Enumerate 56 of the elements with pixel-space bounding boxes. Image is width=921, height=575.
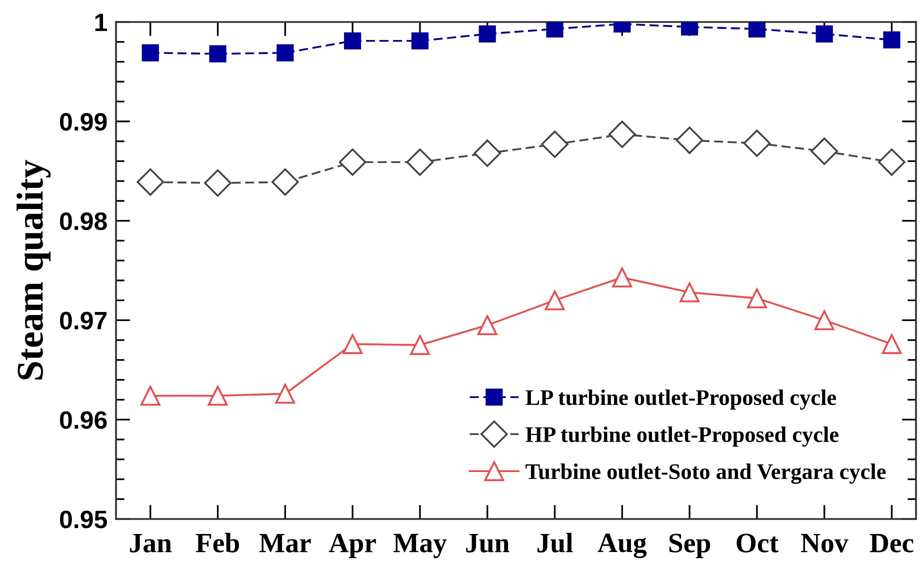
point [276, 44, 294, 62]
point [204, 169, 232, 197]
point [810, 138, 838, 165]
x-tick-label: Jul [537, 532, 573, 553]
point [676, 126, 704, 154]
x-tick-label: Sep [669, 534, 710, 558]
y-tick-label: 1 [95, 14, 107, 32]
point [411, 32, 429, 50]
x-tick-label: Nov [800, 534, 848, 552]
legend-label: Turbine outlet-Soto and Vergara cycle [526, 464, 886, 484]
legend-label: LP turbine outlet-Proposed cycle [526, 389, 836, 410]
point [478, 25, 496, 42]
point [140, 386, 160, 406]
point [546, 22, 564, 38]
point [275, 384, 296, 404]
y-axis-title: Steam quality [16, 160, 51, 380]
point [406, 148, 434, 176]
x-tick-label: Dec [870, 534, 914, 552]
x-tick-label: Jan [130, 534, 172, 552]
point [816, 25, 833, 42]
point [544, 290, 565, 310]
point [608, 120, 636, 148]
point [612, 268, 632, 288]
y-tick-label: 0.97 [60, 312, 107, 330]
x-tick-label: Feb [196, 532, 240, 552]
x-tick-label: Mar [259, 534, 311, 552]
y-tick-label: 0.99 [60, 113, 107, 131]
point [344, 32, 362, 50]
point [474, 140, 502, 167]
point [878, 148, 906, 176]
point [680, 282, 700, 302]
point [208, 386, 228, 406]
point [477, 315, 498, 336]
point [342, 334, 362, 354]
point [271, 168, 299, 196]
point [142, 44, 159, 62]
point [136, 168, 164, 196]
x-tick-label: May [393, 534, 447, 558]
x-tick-label: Apr [328, 534, 376, 558]
point [882, 334, 902, 354]
point [814, 310, 834, 330]
legend-label: HP turbine outlet-Proposed cycle [526, 426, 838, 447]
x-tick-label: Jun [466, 534, 510, 553]
point [338, 148, 366, 176]
point [410, 335, 430, 355]
y-tick-label: 0.95 [60, 510, 107, 528]
x-tick-label: Aug [598, 534, 647, 558]
point [747, 288, 767, 308]
x-tick-label: Oct [736, 534, 778, 552]
point [748, 22, 766, 38]
point [209, 45, 226, 62]
y-tick-label: 0.96 [60, 411, 107, 429]
point [541, 130, 568, 158]
point [883, 31, 900, 48]
point [743, 130, 771, 157]
y-tick-label: 0.98 [60, 212, 107, 230]
